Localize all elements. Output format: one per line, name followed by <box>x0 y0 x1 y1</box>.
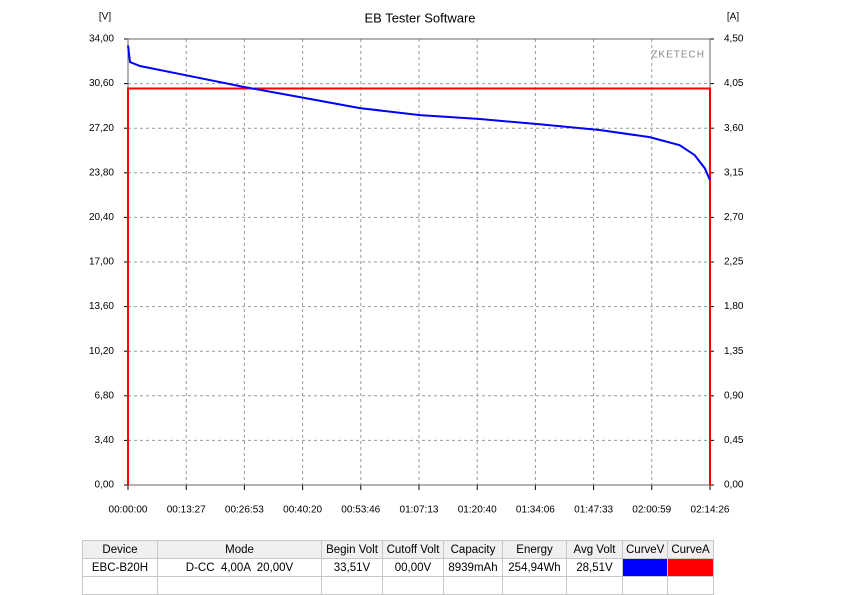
y-tick-label: 34,00 <box>89 34 114 45</box>
column-header: Mode <box>157 540 322 559</box>
y-tick-label: 13,60 <box>89 301 114 312</box>
empty-cell <box>82 576 158 595</box>
empty-cell <box>502 576 567 595</box>
column-header: Device <box>82 540 158 559</box>
column-header: CurveV <box>621 540 669 559</box>
empty-cell <box>443 576 503 595</box>
curve-color-swatch <box>621 558 669 577</box>
x-tick-label: 00:26:53 <box>225 505 264 516</box>
x-tick-label: 01:20:40 <box>458 505 497 516</box>
column-header: Begin Volt <box>321 540 383 559</box>
x-tick-label: 00:13:27 <box>167 505 206 516</box>
column-header: Energy <box>502 540 567 559</box>
table-cell: 254,94Wh <box>502 558 567 577</box>
y2-tick-label: 1,35 <box>724 346 744 357</box>
y-tick-label: 0,00 <box>95 480 115 491</box>
column-header: Capacity <box>443 540 503 559</box>
table-cell: EBC-B20H <box>82 558 158 577</box>
y-tick-label: 20,40 <box>89 212 114 223</box>
y2-tick-label: 1,80 <box>724 301 744 312</box>
x-tick-label: 00:40:20 <box>283 505 322 516</box>
empty-cell <box>157 576 322 595</box>
header-row: Device Mode Begin Volt Cutoff Volt Capacity E… <box>82 540 714 559</box>
x-tick-label: 02:00:59 <box>632 505 671 516</box>
empty-cell <box>321 576 383 595</box>
table-cell: 33,51V <box>321 558 383 577</box>
empty-cell <box>566 576 623 595</box>
y-tick-label: 23,80 <box>89 167 114 178</box>
watermark: ZKETECH <box>651 50 705 61</box>
y2-tick-label: 4,05 <box>724 78 744 89</box>
y2-tick-label: 3,15 <box>724 167 744 178</box>
column-header: Avg Volt <box>566 540 623 559</box>
column-header: CurveA <box>667 540 714 559</box>
table-cell: 8939mAh <box>443 558 503 577</box>
y2-axis-label: [A] <box>727 12 739 23</box>
table-cell: 00,00V <box>382 558 444 577</box>
y2-tick-label: 3,60 <box>724 123 744 134</box>
y2-tick-label: 0,00 <box>724 480 744 491</box>
y2-tick-label: 2,70 <box>724 212 744 223</box>
empty-row <box>82 576 714 595</box>
table-body: EBC-B20H D-CC 4,00A 20,00V 33,51V 00,00V 893… <box>82 558 714 595</box>
table-cell: D-CC 4,00A 20,00V <box>157 558 322 577</box>
empty-cell <box>667 576 714 595</box>
x-tick-label: 00:53:46 <box>341 505 380 516</box>
table-row: EBC-B20H D-CC 4,00A 20,00V 33,51V 00,00V 893… <box>82 558 714 577</box>
x-tick-label: 01:34:06 <box>516 505 555 516</box>
x-tick-label: 00:00:00 <box>109 505 148 516</box>
y2-tick-label: 4,50 <box>724 34 744 45</box>
empty-cell <box>621 576 669 595</box>
chart-title: EB Tester Software <box>364 10 475 25</box>
x-tick-label: 01:47:33 <box>574 505 613 516</box>
table-cell: 28,51V <box>566 558 623 577</box>
y-tick-label: 30,60 <box>89 78 114 89</box>
y-tick-label: 6,80 <box>95 390 115 401</box>
series-line <box>127 87 711 485</box>
empty-cell <box>382 576 444 595</box>
y-axis-label: [V] <box>99 12 111 23</box>
y-tick-label: 3,40 <box>95 435 115 446</box>
summary-table: Device Mode Begin Volt Cutoff Volt Capacity E… <box>82 540 714 595</box>
y2-tick-label: 0,45 <box>724 435 744 446</box>
chart: EB Tester Software [V] [A] ZKETECH 0,00 3… <box>89 10 744 516</box>
x-tick-label: 02:14:26 <box>691 505 730 516</box>
curve-color-swatch <box>667 558 714 577</box>
y2-tick-label: 0,90 <box>724 390 744 401</box>
column-header: Cutoff Volt <box>382 540 444 559</box>
y-tick-label: 27,20 <box>89 123 114 134</box>
y-tick-label: 10,20 <box>89 346 114 357</box>
y2-tick-label: 2,25 <box>724 257 744 268</box>
series-line <box>127 45 711 181</box>
x-tick-label: 01:07:13 <box>400 505 439 516</box>
y-tick-label: 17,00 <box>89 257 114 268</box>
